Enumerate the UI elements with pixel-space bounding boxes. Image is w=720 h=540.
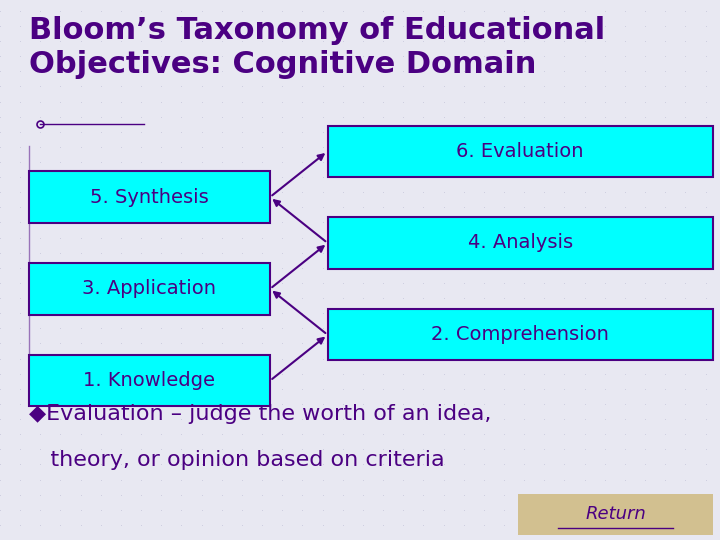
FancyBboxPatch shape (328, 126, 713, 177)
FancyBboxPatch shape (29, 263, 270, 314)
FancyBboxPatch shape (29, 355, 270, 406)
Text: 5. Synthesis: 5. Synthesis (90, 187, 209, 207)
FancyBboxPatch shape (518, 494, 713, 535)
Text: ◆Evaluation – judge the worth of an idea,: ◆Evaluation – judge the worth of an idea… (29, 404, 491, 424)
FancyBboxPatch shape (29, 172, 270, 222)
FancyBboxPatch shape (328, 217, 713, 268)
Text: 3. Application: 3. Application (82, 279, 217, 299)
Text: Return: Return (585, 505, 646, 523)
Text: 4. Analysis: 4. Analysis (467, 233, 573, 253)
Text: 2. Comprehension: 2. Comprehension (431, 325, 609, 345)
FancyBboxPatch shape (328, 309, 713, 361)
Text: theory, or opinion based on criteria: theory, or opinion based on criteria (29, 450, 444, 470)
Text: Bloom’s Taxonomy of Educational
Objectives: Cognitive Domain: Bloom’s Taxonomy of Educational Objectiv… (29, 16, 605, 79)
Text: 1. Knowledge: 1. Knowledge (84, 371, 215, 390)
Text: 6. Evaluation: 6. Evaluation (456, 141, 584, 161)
